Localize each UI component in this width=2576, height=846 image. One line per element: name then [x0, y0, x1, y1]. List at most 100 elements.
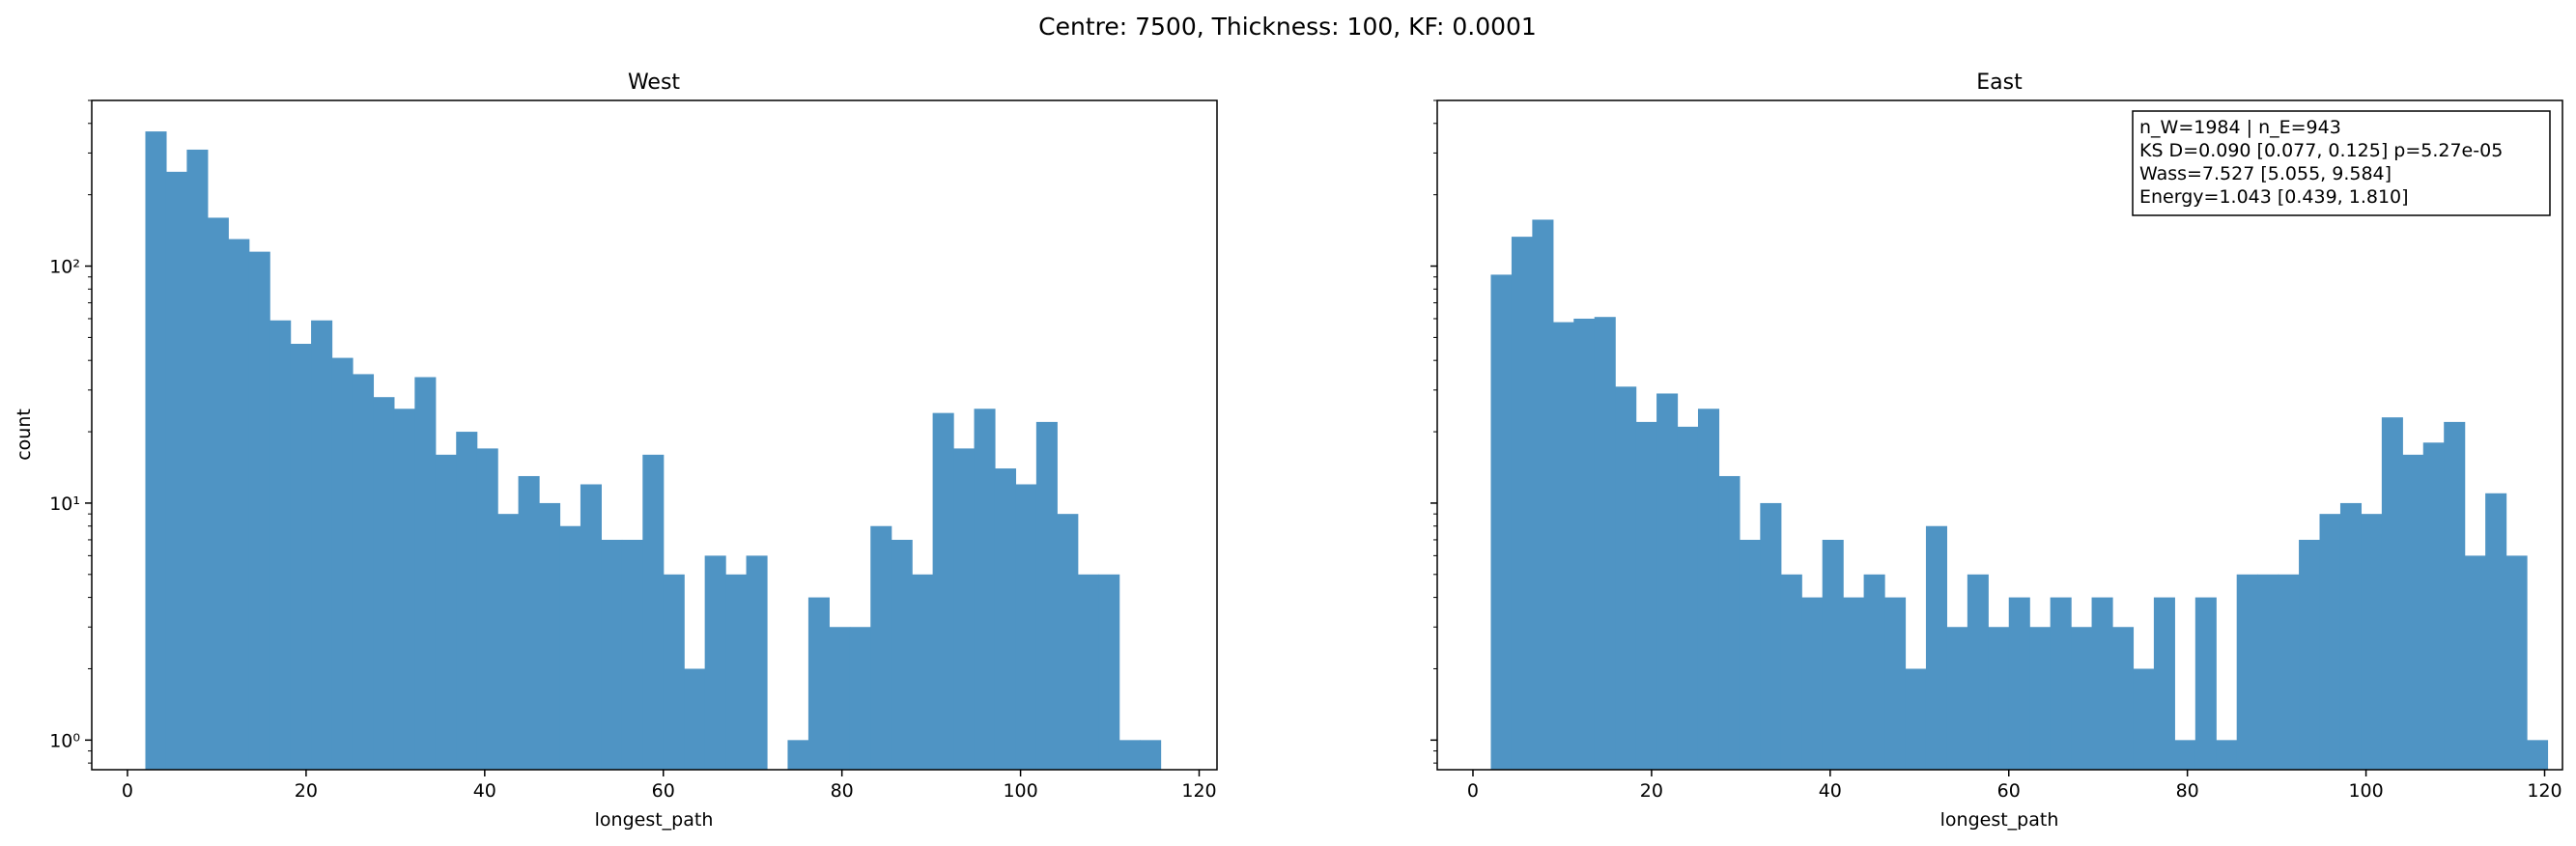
- stats-annotation-line: Energy=1.043 [0.439, 1.810]: [2139, 186, 2409, 208]
- histogram-bar: [725, 574, 748, 770]
- y-tick-label: 10⁰: [49, 730, 80, 751]
- histogram-bar: [186, 149, 209, 770]
- histogram-bar: [1697, 409, 1720, 770]
- stats-annotation-line: Wass=7.527 [5.055, 9.584]: [2139, 163, 2392, 184]
- histogram-bar: [2194, 597, 2217, 770]
- histogram-bar: [1118, 740, 1141, 770]
- histogram-bar: [1594, 317, 1616, 770]
- histogram-bar: [807, 597, 830, 770]
- histogram-bar: [2444, 421, 2466, 770]
- histogram-bar: [746, 555, 768, 770]
- histogram-bar: [1760, 502, 1782, 770]
- histogram-bar: [2422, 442, 2445, 770]
- y-tick-label: 10²: [49, 257, 80, 278]
- histogram-bar: [1967, 574, 1989, 770]
- west-y-axis-label: count: [14, 409, 35, 461]
- x-tick-label: 80: [2176, 780, 2199, 802]
- histogram-bar: [2008, 597, 2030, 770]
- histogram-bar: [145, 131, 167, 771]
- histogram-bar: [932, 412, 954, 770]
- west-title: West: [628, 70, 680, 95]
- histogram-bar: [1988, 627, 2010, 770]
- histogram-bar: [2464, 555, 2486, 770]
- west-panel: 0 20 40 60 80 100 120 10⁰ 10¹ 10² West longest_p…: [14, 70, 1218, 831]
- histogram-bar: [311, 320, 333, 770]
- histogram-bar: [1532, 219, 1554, 770]
- x-tick-label: 100: [2348, 780, 2383, 802]
- x-tick-label: 40: [473, 780, 496, 802]
- x-tick-label: 40: [1819, 780, 1842, 802]
- histogram-bar: [2402, 454, 2424, 770]
- histogram-bar: [2299, 539, 2321, 770]
- histogram-bar: [2153, 597, 2175, 770]
- histogram-bar: [994, 468, 1017, 770]
- x-tick-label: 20: [295, 780, 318, 802]
- histogram-bar: [601, 539, 623, 770]
- histogram-bar: [559, 525, 581, 770]
- histogram-bar: [870, 525, 892, 770]
- histogram-bar: [2319, 514, 2341, 770]
- histogram-bar: [435, 454, 457, 770]
- west-bars: [145, 131, 1162, 771]
- histogram-bar: [1946, 627, 1968, 770]
- x-tick-label: 120: [1181, 780, 1216, 802]
- histogram-bar: [912, 574, 934, 770]
- histogram-bar: [704, 555, 726, 770]
- histogram-bar: [2485, 493, 2507, 770]
- histogram-bar: [621, 539, 643, 770]
- x-tick-label: 100: [1003, 780, 1037, 802]
- histogram-bar: [1884, 597, 1907, 770]
- west-axes-frame: [91, 99, 1218, 771]
- histogram-bar: [1511, 237, 1533, 770]
- histogram-bar: [393, 409, 415, 770]
- stats-annotation-line: n_W=1984 | n_E=943: [2139, 117, 2341, 138]
- histogram-bar: [787, 740, 809, 770]
- histogram-bar: [974, 409, 996, 770]
- x-tick-label: 0: [122, 780, 133, 802]
- x-tick-label: 60: [652, 780, 675, 802]
- histogram-bar: [1677, 426, 1699, 770]
- histogram-bar: [1718, 475, 1741, 770]
- histogram-bar: [1925, 525, 1947, 770]
- east-axes-frame: [1436, 99, 2563, 771]
- histogram-bar: [1780, 574, 1802, 770]
- histogram-bar: [2050, 597, 2072, 770]
- histogram-bar: [1573, 318, 1596, 770]
- histogram-bar: [2339, 502, 2363, 770]
- east-x-axis-label: longest_path: [1940, 809, 2059, 831]
- x-tick-label: 0: [1467, 780, 1479, 802]
- histogram-bar: [331, 357, 354, 770]
- histogram-bar: [2381, 417, 2403, 770]
- histogram-bar: [269, 320, 292, 770]
- x-tick-label: 20: [1640, 780, 1663, 802]
- histogram-bar: [2029, 627, 2052, 770]
- histogram-bar: [2236, 574, 2258, 770]
- histogram-bar: [663, 574, 685, 770]
- histogram-bar: [2361, 514, 2383, 770]
- histogram-bar: [539, 502, 561, 770]
- histogram-bar: [1552, 322, 1574, 770]
- east-x-ticks: 0 20 40 60 80 100 120: [1467, 770, 2562, 802]
- histogram-bar: [2527, 740, 2549, 770]
- histogram-bar: [2112, 627, 2135, 770]
- east-y-ticks: [1430, 99, 1437, 764]
- histogram-bar: [497, 514, 520, 770]
- x-tick-label: 60: [1997, 780, 2021, 802]
- histogram-bar: [1905, 668, 1927, 770]
- stats-annotation-frame: [2132, 110, 2551, 216]
- histogram-bar: [1635, 421, 1657, 770]
- histogram-bar: [290, 344, 312, 770]
- histogram-bar: [891, 539, 913, 770]
- east-bars: [1490, 219, 2549, 770]
- histogram-bar: [456, 432, 478, 770]
- stats-annotation-box: n_W=1984 | n_E=943 KS D=0.090 [0.077, 0.…: [2132, 110, 2551, 216]
- histogram-bar: [248, 251, 270, 770]
- histogram-bar: [476, 448, 498, 770]
- histogram-bar: [1739, 539, 1761, 770]
- histogram-bar: [352, 374, 375, 770]
- histogram-bar: [2091, 597, 2113, 770]
- west-x-axis-label: longest_path: [595, 809, 714, 831]
- histogram-bar: [1490, 274, 1513, 770]
- histogram-bar: [1015, 484, 1037, 770]
